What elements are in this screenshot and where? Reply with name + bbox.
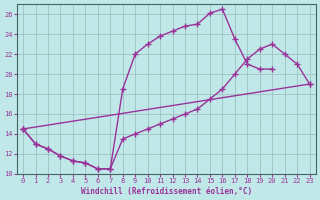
X-axis label: Windchill (Refroidissement éolien,°C): Windchill (Refroidissement éolien,°C) (81, 187, 252, 196)
